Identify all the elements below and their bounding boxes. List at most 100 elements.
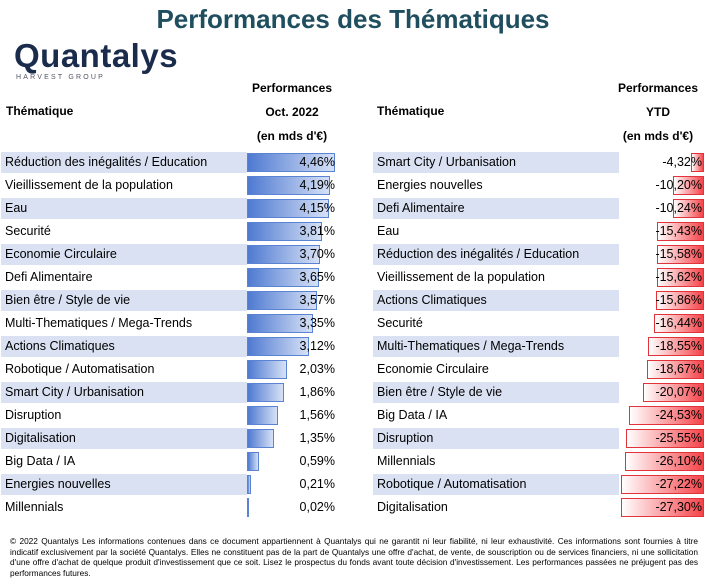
bar-cell: -27,30%: [619, 497, 704, 518]
theme-label: Actions Climatiques: [1, 336, 247, 357]
logo-wordmark: Quantalys: [14, 37, 179, 74]
bar-cell: -15,58%: [619, 244, 704, 265]
theme-label: Digitalisation: [1, 428, 247, 449]
bar-mark: [657, 222, 704, 241]
table-row: Securité -16,44%: [373, 313, 704, 336]
bar-cell: 4,15%: [247, 198, 337, 219]
table-row: Robotique / Automatisation 2,03%: [1, 359, 337, 382]
table-row: Energies nouvelles -10,20%: [373, 175, 704, 198]
theme-label: Energies nouvelles: [1, 474, 247, 495]
table-row: Multi-Thematiques / Mega-Trends 3,35%: [1, 313, 337, 336]
theme-label: Robotique / Automatisation: [373, 474, 619, 495]
right-header-line-2: YTD: [646, 105, 670, 119]
theme-label: Robotique / Automatisation: [5, 362, 155, 376]
theme-label: Big Data / IA: [377, 408, 448, 422]
theme-label: Multi-Thematiques / Mega-Trends: [5, 316, 193, 330]
bar-mark: [642, 383, 704, 402]
bar-cell: -27,22%: [619, 474, 704, 495]
bar-cell: 3,57%: [247, 290, 337, 311]
bar-cell: 2,03%: [247, 359, 337, 380]
theme-label: Energies nouvelles: [377, 178, 483, 192]
bar-cell: -20,07%: [619, 382, 704, 403]
value-label: 0,59%: [299, 454, 335, 468]
value-label: -18,67%: [655, 362, 702, 376]
right-col-label: Thématique: [377, 104, 445, 118]
theme-label: Disruption: [5, 408, 62, 422]
table-row: Millennials 0,02%: [1, 497, 337, 520]
table-row: Millennials -26,10%: [373, 451, 704, 474]
bar-cell: 4,46%: [247, 152, 337, 173]
table-row: Defi Alimentaire 3,65%: [1, 267, 337, 290]
right-perf-header: Performances YTD (en mds d'€): [610, 80, 706, 152]
bar-mark: [247, 199, 329, 218]
value-label: -18,55%: [655, 339, 702, 353]
bar-cell: 3,70%: [247, 244, 337, 265]
value-label: -10,24%: [655, 201, 702, 215]
table-row: Disruption -25,55%: [373, 428, 704, 451]
table-row: Smart City / Urbanisation 1,86%: [1, 382, 337, 405]
value-label: 1,35%: [299, 431, 335, 445]
left-header-line-3: (en mds d'€): [256, 129, 328, 143]
bar-mark: [621, 498, 704, 517]
bar-cell: 1,35%: [247, 428, 337, 449]
value-label: -27,30%: [655, 500, 702, 514]
bar-cell: 1,86%: [247, 382, 337, 403]
right-header-line-1: Performances: [617, 81, 699, 95]
bar-mark: [247, 475, 252, 494]
value-label: -4,32%: [662, 155, 702, 169]
theme-label: Disruption: [373, 428, 619, 449]
bar-cell: -18,67%: [619, 359, 704, 380]
table-row: Vieillissement de la population -15,62%: [373, 267, 704, 290]
bar-mark: [621, 475, 704, 494]
disclaimer-footer: © 2022 Quantalys Les informations conten…: [10, 536, 698, 578]
theme-label: Big Data / IA: [5, 454, 76, 468]
value-label: -24,53%: [655, 408, 702, 422]
value-label: -15,43%: [655, 224, 702, 238]
theme-label: Millennials: [5, 500, 64, 514]
bar-mark: [247, 268, 320, 287]
value-label: 1,86%: [299, 385, 335, 399]
value-label: 0,21%: [299, 477, 335, 491]
value-label: -27,22%: [655, 477, 702, 491]
table-row: Big Data / IA -24,53%: [373, 405, 704, 428]
bar-cell: 0,21%: [247, 474, 337, 495]
bar-mark: [624, 452, 704, 471]
bar-mark: [247, 429, 274, 448]
bar-cell: -10,24%: [619, 198, 704, 219]
table-row: Big Data / IA 0,59%: [1, 451, 337, 474]
theme-label: Millennials: [377, 454, 436, 468]
table-row: Economie Circulaire 3,70%: [1, 244, 337, 267]
left-header-line-1: Performances: [251, 81, 333, 95]
bar-mark: [247, 176, 330, 195]
value-label: 1,56%: [299, 408, 335, 422]
table-row: Eau -15,43%: [373, 221, 704, 244]
table-row: Bien être / Style de vie 3,57%: [1, 290, 337, 313]
theme-label: Economie Circulaire: [1, 244, 247, 265]
bar-mark: [247, 498, 249, 517]
left-header-line-2: Oct. 2022: [265, 105, 319, 119]
table-row: Defi Alimentaire -10,24%: [373, 198, 704, 221]
theme-label: Bien être / Style de vie: [1, 290, 247, 311]
bar-cell: -18,55%: [619, 336, 704, 357]
bar-mark: [247, 360, 288, 379]
bar-cell: -4,32%: [619, 152, 704, 173]
left-perf-header: Performances Oct. 2022 (en mds d'€): [244, 80, 340, 152]
bar-mark: [247, 291, 318, 310]
table-row: Vieillissement de la population 4,19%: [1, 175, 337, 198]
table-row: Eau 4,15%: [1, 198, 337, 221]
value-label: 4,19%: [299, 178, 335, 192]
theme-label: Smart City / Urbanisation: [1, 382, 247, 403]
theme-label: Eau: [377, 224, 400, 238]
left-col-label: Thématique: [6, 104, 74, 118]
theme-label: Vieillissement de la population: [5, 178, 173, 192]
bar-mark: [655, 291, 704, 310]
table-row: Bien être / Style de vie -20,07%: [373, 382, 704, 405]
value-label: -25,55%: [655, 431, 702, 445]
value-label: -15,86%: [655, 293, 702, 307]
logo-subtitle: HARVEST GROUP: [16, 74, 106, 81]
table-row: Réduction des inégalités / Education -15,…: [373, 244, 704, 267]
value-label: 3,81%: [299, 224, 335, 238]
bar-mark: [647, 360, 704, 379]
value-label: -20,07%: [655, 385, 702, 399]
table-row: Energies nouvelles 0,21%: [1, 474, 337, 497]
